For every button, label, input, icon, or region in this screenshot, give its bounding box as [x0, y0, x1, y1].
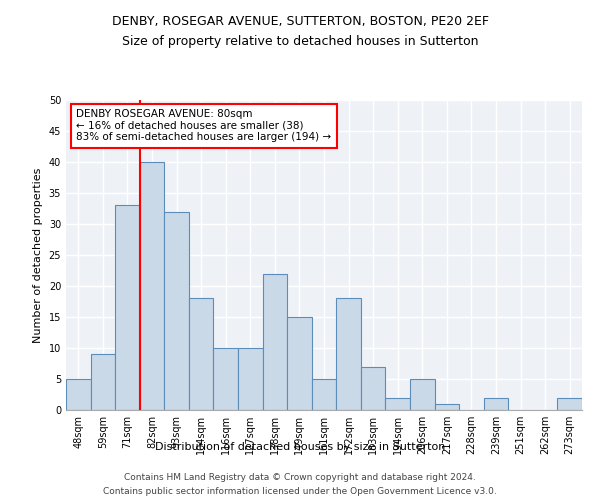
Text: Contains public sector information licensed under the Open Government Licence v3: Contains public sector information licen…: [103, 488, 497, 496]
Bar: [361, 366, 385, 410]
Text: Distribution of detached houses by size in Sutterton: Distribution of detached houses by size …: [155, 442, 445, 452]
Bar: [91, 354, 115, 410]
Bar: [557, 398, 582, 410]
Bar: [238, 348, 263, 410]
Text: DENBY, ROSEGAR AVENUE, SUTTERTON, BOSTON, PE20 2EF: DENBY, ROSEGAR AVENUE, SUTTERTON, BOSTON…: [112, 15, 488, 28]
Text: Size of property relative to detached houses in Sutterton: Size of property relative to detached ho…: [122, 35, 478, 48]
Bar: [140, 162, 164, 410]
Bar: [385, 398, 410, 410]
Bar: [287, 317, 312, 410]
Bar: [434, 404, 459, 410]
Bar: [164, 212, 189, 410]
Bar: [189, 298, 214, 410]
Bar: [263, 274, 287, 410]
Text: DENBY ROSEGAR AVENUE: 80sqm
← 16% of detached houses are smaller (38)
83% of sem: DENBY ROSEGAR AVENUE: 80sqm ← 16% of det…: [76, 110, 331, 142]
Bar: [312, 379, 336, 410]
Text: Contains HM Land Registry data © Crown copyright and database right 2024.: Contains HM Land Registry data © Crown c…: [124, 472, 476, 482]
Bar: [410, 379, 434, 410]
Y-axis label: Number of detached properties: Number of detached properties: [33, 168, 43, 342]
Bar: [214, 348, 238, 410]
Bar: [336, 298, 361, 410]
Bar: [484, 398, 508, 410]
Bar: [66, 379, 91, 410]
Bar: [115, 206, 140, 410]
